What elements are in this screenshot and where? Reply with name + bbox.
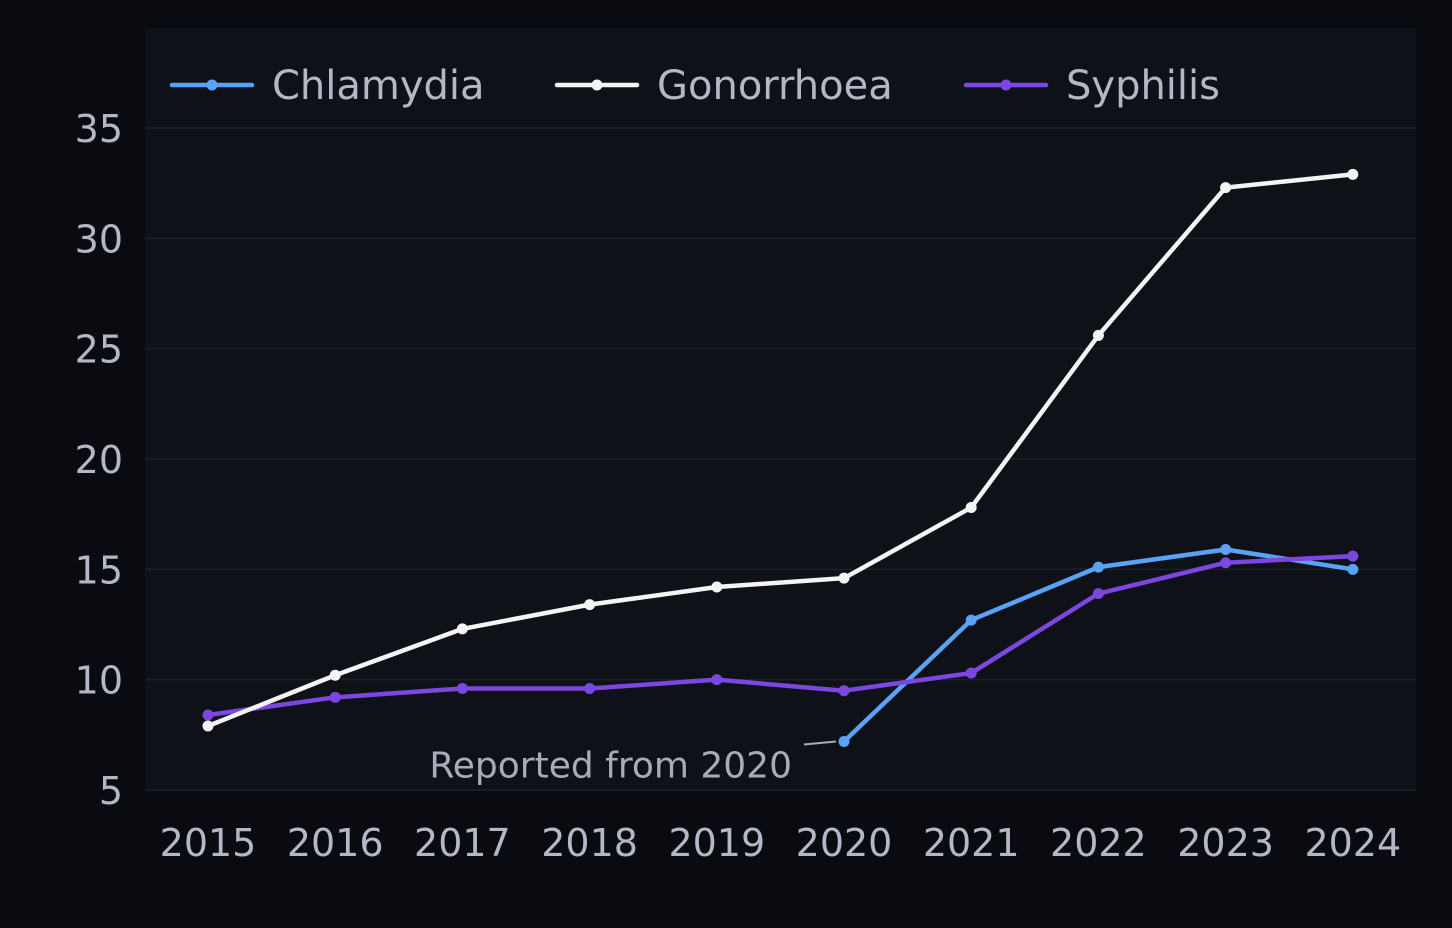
y-axis-ticks: 5 10 15 20 25 30 35 <box>75 107 123 813</box>
x-tick-label: 2015 <box>160 821 257 865</box>
plot-area <box>145 28 1416 790</box>
y-tick-label: 10 <box>75 659 123 703</box>
annotation-leader-line <box>803 740 837 746</box>
data-point-chlamydia <box>1220 543 1232 555</box>
data-point-chlamydia <box>965 614 977 626</box>
data-point-gonorrhoea <box>965 502 977 514</box>
data-point-syphilis <box>1220 557 1232 569</box>
data-point-chlamydia <box>1092 561 1104 573</box>
data-point-syphilis <box>584 682 596 694</box>
y-tick-label: 25 <box>75 328 123 372</box>
x-tick-label: 2021 <box>923 821 1020 865</box>
data-point-gonorrhoea <box>1347 168 1359 180</box>
data-point-chlamydia <box>838 735 850 747</box>
data-point-syphilis <box>965 667 977 679</box>
series-syphilis <box>202 550 1359 721</box>
gridlines <box>145 127 1416 791</box>
data-point-syphilis <box>1092 588 1104 600</box>
legend-marker-chlamydia <box>206 79 218 91</box>
series-chlamydia <box>838 543 1359 747</box>
data-point-syphilis <box>329 691 341 703</box>
legend-label-chlamydia: Chlamydia <box>272 63 485 109</box>
series-line-syphilis <box>205 553 1356 718</box>
legend-label-gonorrhoea: Gonorrhoea <box>657 63 893 109</box>
x-tick-label: 2020 <box>796 821 893 865</box>
legend-item-syphilis: Syphilis <box>963 63 1220 109</box>
series-line-gonorrhoea <box>205 172 1356 729</box>
y-tick-label: 15 <box>75 548 123 592</box>
data-point-syphilis <box>202 709 214 721</box>
legend-item-gonorrhoea: Gonorrhoea <box>554 63 893 109</box>
x-tick-label: 2018 <box>541 821 638 865</box>
data-point-gonorrhoea <box>456 623 468 635</box>
x-tick-label: 2017 <box>414 821 511 865</box>
y-tick-label: 5 <box>99 769 123 813</box>
legend: Chlamydia Gonorrhoea Syphilis <box>169 63 1220 109</box>
legend-marker-gonorrhoea <box>591 79 603 91</box>
data-point-gonorrhoea <box>1092 329 1104 341</box>
data-point-gonorrhoea <box>584 599 596 611</box>
x-tick-label: 2022 <box>1050 821 1147 865</box>
data-point-syphilis <box>1347 550 1359 562</box>
x-tick-label: 2016 <box>287 821 384 865</box>
data-point-gonorrhoea <box>202 720 214 732</box>
data-point-gonorrhoea <box>838 572 850 584</box>
data-point-gonorrhoea <box>1220 182 1232 194</box>
data-point-gonorrhoea <box>711 581 723 593</box>
series-layer <box>202 168 1359 747</box>
y-tick-label: 35 <box>75 107 123 151</box>
data-point-chlamydia <box>1347 563 1359 575</box>
y-tick-label: 20 <box>75 438 123 482</box>
legend-item-chlamydia: Chlamydia <box>169 63 485 109</box>
legend-marker-syphilis <box>1000 79 1012 91</box>
data-point-gonorrhoea <box>329 669 341 681</box>
annotation-label: Reported from 2020 <box>429 745 792 786</box>
x-tick-label: 2023 <box>1177 821 1274 865</box>
x-axis-ticks: 2015 2016 2017 2018 2019 2020 2021 2022 2023 2024 <box>160 821 1402 865</box>
legend-label-syphilis: Syphilis <box>1066 63 1220 109</box>
data-point-syphilis <box>456 682 468 694</box>
data-point-syphilis <box>711 674 723 686</box>
x-tick-label: 2024 <box>1304 821 1401 865</box>
data-point-syphilis <box>838 685 850 697</box>
series-gonorrhoea <box>202 168 1359 732</box>
y-tick-label: 30 <box>75 217 123 261</box>
annotation-layer: Reported from 2020 <box>429 740 837 786</box>
x-tick-label: 2019 <box>668 821 765 865</box>
